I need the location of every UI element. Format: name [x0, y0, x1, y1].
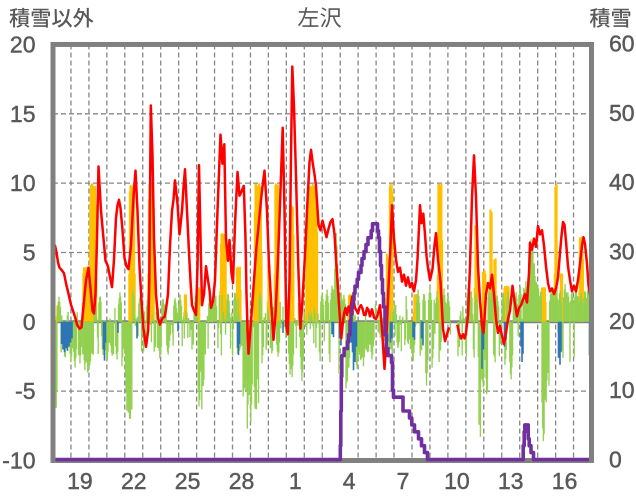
svg-text:15: 15 [10, 101, 36, 127]
svg-text:13: 13 [498, 468, 524, 494]
svg-text:4: 4 [343, 468, 356, 494]
svg-text:28: 28 [229, 468, 255, 494]
svg-text:1: 1 [289, 468, 302, 494]
svg-text:60: 60 [609, 31, 635, 57]
svg-text:22: 22 [121, 468, 147, 494]
svg-text:40: 40 [609, 169, 635, 195]
svg-text:-10: -10 [2, 448, 35, 474]
svg-text:7: 7 [397, 468, 410, 494]
svg-text:19: 19 [67, 468, 93, 494]
svg-text:20: 20 [609, 308, 635, 334]
svg-text:0: 0 [609, 447, 622, 473]
svg-text:0: 0 [23, 309, 36, 335]
svg-text:10: 10 [10, 170, 36, 196]
svg-text:20: 20 [10, 32, 36, 58]
svg-text:10: 10 [609, 377, 635, 403]
svg-text:25: 25 [175, 468, 201, 494]
svg-text:50: 50 [609, 100, 635, 126]
svg-text:16: 16 [552, 468, 578, 494]
svg-text:-5: -5 [15, 378, 35, 404]
svg-text:10: 10 [444, 468, 470, 494]
svg-text:30: 30 [609, 239, 635, 265]
svg-text:5: 5 [23, 240, 36, 266]
